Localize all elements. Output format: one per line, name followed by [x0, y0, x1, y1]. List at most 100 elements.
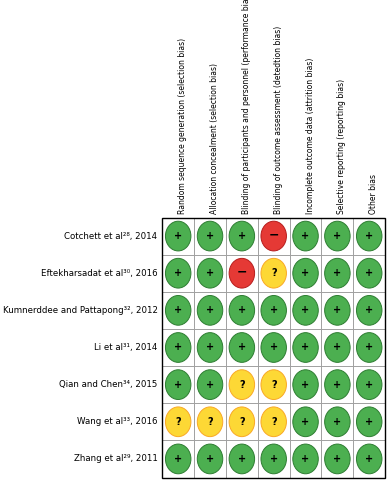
- Bar: [290, 403, 321, 440]
- Ellipse shape: [293, 444, 318, 474]
- Text: +: +: [206, 268, 214, 278]
- Bar: [321, 254, 353, 292]
- Text: +: +: [206, 306, 214, 316]
- Bar: [194, 329, 226, 366]
- Ellipse shape: [261, 258, 287, 288]
- Bar: [258, 292, 290, 329]
- Ellipse shape: [293, 370, 318, 400]
- Text: +: +: [301, 417, 310, 427]
- Ellipse shape: [261, 370, 287, 400]
- Ellipse shape: [357, 370, 382, 400]
- Text: Blinding of participants and personnel (performance bias): Blinding of participants and personnel (…: [242, 0, 251, 214]
- Bar: [353, 403, 385, 440]
- Ellipse shape: [197, 370, 223, 400]
- Bar: [194, 254, 226, 292]
- Bar: [258, 403, 290, 440]
- Text: +: +: [365, 231, 373, 241]
- Ellipse shape: [165, 332, 191, 362]
- Ellipse shape: [229, 221, 255, 251]
- Bar: [290, 366, 321, 403]
- Bar: [194, 440, 226, 478]
- Text: Kumnerddee and Pattapong³², 2012: Kumnerddee and Pattapong³², 2012: [3, 306, 158, 315]
- Ellipse shape: [357, 258, 382, 288]
- Ellipse shape: [357, 444, 382, 474]
- Bar: [258, 329, 290, 366]
- Ellipse shape: [261, 296, 287, 325]
- Ellipse shape: [357, 296, 382, 325]
- Bar: [162, 440, 194, 478]
- Text: +: +: [174, 231, 182, 241]
- Text: Li et al³¹, 2014: Li et al³¹, 2014: [94, 343, 158, 352]
- Text: ?: ?: [239, 380, 245, 390]
- Text: +: +: [270, 342, 278, 352]
- Ellipse shape: [229, 296, 255, 325]
- Ellipse shape: [229, 332, 255, 362]
- Text: ?: ?: [271, 380, 276, 390]
- Text: Blinding of outcome assessment (detedtion bias): Blinding of outcome assessment (detedtio…: [274, 25, 283, 214]
- Text: +: +: [238, 231, 246, 241]
- Ellipse shape: [261, 444, 287, 474]
- Text: +: +: [174, 342, 182, 352]
- Text: +: +: [174, 306, 182, 316]
- Text: +: +: [365, 268, 373, 278]
- Ellipse shape: [261, 332, 287, 362]
- Text: −: −: [237, 265, 247, 278]
- Bar: [321, 403, 353, 440]
- Text: Other bias: Other bias: [369, 174, 378, 214]
- Bar: [353, 440, 385, 478]
- Ellipse shape: [165, 407, 191, 436]
- Ellipse shape: [197, 332, 223, 362]
- Ellipse shape: [229, 370, 255, 400]
- Ellipse shape: [261, 407, 287, 436]
- Ellipse shape: [165, 444, 191, 474]
- Ellipse shape: [357, 221, 382, 251]
- Bar: [321, 366, 353, 403]
- Bar: [226, 254, 258, 292]
- Bar: [290, 254, 321, 292]
- Ellipse shape: [261, 221, 287, 251]
- Text: +: +: [301, 380, 310, 390]
- Text: +: +: [238, 454, 246, 464]
- Text: +: +: [238, 342, 246, 352]
- Bar: [194, 292, 226, 329]
- Text: +: +: [206, 380, 214, 390]
- Text: +: +: [365, 380, 373, 390]
- Text: Selective reporting (reporting bias): Selective reporting (reporting bias): [337, 78, 346, 214]
- Text: Wang et al³³, 2016: Wang et al³³, 2016: [77, 418, 158, 426]
- Bar: [290, 440, 321, 478]
- Ellipse shape: [165, 370, 191, 400]
- Text: +: +: [301, 454, 310, 464]
- Bar: [321, 292, 353, 329]
- Ellipse shape: [197, 221, 223, 251]
- Text: +: +: [238, 306, 246, 316]
- Bar: [321, 218, 353, 254]
- Ellipse shape: [197, 258, 223, 288]
- Text: +: +: [301, 306, 310, 316]
- Text: Zhang et al²⁹, 2011: Zhang et al²⁹, 2011: [74, 454, 158, 464]
- Bar: [194, 218, 226, 254]
- Ellipse shape: [197, 296, 223, 325]
- Text: ?: ?: [271, 268, 276, 278]
- Ellipse shape: [325, 370, 350, 400]
- Bar: [353, 329, 385, 366]
- Text: +: +: [174, 454, 182, 464]
- Ellipse shape: [293, 332, 318, 362]
- Bar: [290, 329, 321, 366]
- Ellipse shape: [197, 444, 223, 474]
- Bar: [162, 329, 194, 366]
- Bar: [226, 218, 258, 254]
- Text: +: +: [301, 342, 310, 352]
- Bar: [353, 254, 385, 292]
- Bar: [226, 329, 258, 366]
- Bar: [162, 292, 194, 329]
- Bar: [321, 440, 353, 478]
- Text: +: +: [270, 454, 278, 464]
- Text: +: +: [333, 380, 341, 390]
- Text: +: +: [174, 380, 182, 390]
- Bar: [258, 254, 290, 292]
- Bar: [162, 218, 385, 478]
- Bar: [258, 366, 290, 403]
- Ellipse shape: [229, 444, 255, 474]
- Ellipse shape: [197, 407, 223, 436]
- Text: +: +: [365, 417, 373, 427]
